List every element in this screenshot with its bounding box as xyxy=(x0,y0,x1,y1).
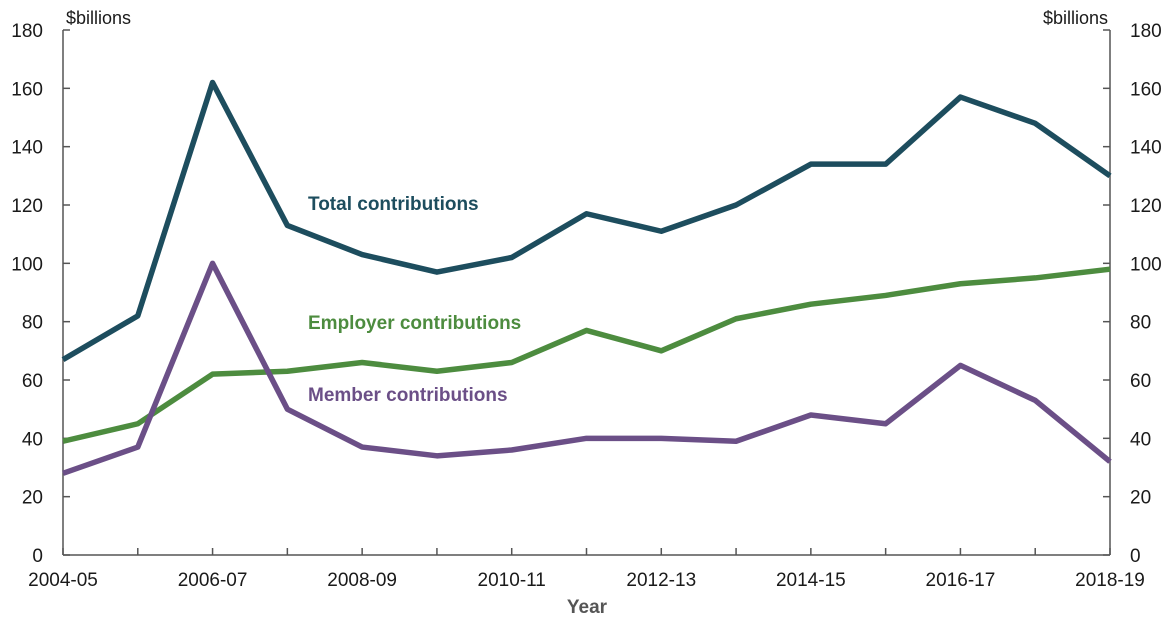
left-y-tick-label: 140 xyxy=(11,138,43,159)
x-tick-label: 2018-19 xyxy=(1075,570,1145,591)
right-y-tick-label: 180 xyxy=(1130,21,1162,42)
employer-contributions-label: Employer contributions xyxy=(308,313,521,334)
left-y-tick-label: 160 xyxy=(11,79,43,100)
x-tick-label: 2004-05 xyxy=(28,570,98,591)
left-y-tick-label: 180 xyxy=(11,21,43,42)
series-lines xyxy=(61,79,1112,476)
left-y-tick-label: 80 xyxy=(22,313,43,334)
right-y-tick-label: 20 xyxy=(1130,488,1151,509)
x-tick-label: 2014-15 xyxy=(776,570,846,591)
right-unit-label: $billions xyxy=(1043,8,1108,28)
left-y-tick-label: 120 xyxy=(11,196,43,217)
series-labels: Total contributions Employer contribution… xyxy=(308,194,521,406)
left-y-tick-label: 60 xyxy=(22,371,43,392)
right-y-tick-label: 160 xyxy=(1130,79,1162,100)
right-y-tick-label: 100 xyxy=(1130,254,1162,275)
right-y-tick-label: 40 xyxy=(1130,429,1151,450)
x-tick-label: 2006-07 xyxy=(178,570,248,591)
right-y-tick-label: 60 xyxy=(1130,371,1151,392)
right-y-tick-label: 120 xyxy=(1130,196,1162,217)
left-y-tick-label: 100 xyxy=(11,254,43,275)
right-y-tick-label: 0 xyxy=(1130,546,1141,567)
total-contributions-label: Total contributions xyxy=(308,194,479,215)
member-contributions-line xyxy=(62,260,1112,476)
right-y-tick-label: 80 xyxy=(1130,313,1151,334)
left-y-tick-label: 20 xyxy=(22,488,43,509)
member-contributions-label: Member contributions xyxy=(308,385,508,406)
x-tick-label: 2012-13 xyxy=(626,570,696,591)
total-contributions-line xyxy=(61,79,1112,362)
employer-contributions-line xyxy=(62,266,1111,444)
left-unit-label: $billions xyxy=(66,8,131,28)
x-tick-label: 2016-17 xyxy=(926,570,996,591)
left-y-tick-label: 40 xyxy=(22,429,43,450)
x-axis-title: Year xyxy=(567,597,608,618)
x-tick-label: 2008-09 xyxy=(327,570,397,591)
left-y-tick-label: 0 xyxy=(32,546,43,567)
axes: 0 0 20 20 40 40 60 60 80 80 100 100 120 120 140 140 160 1… xyxy=(11,21,1161,591)
x-tick-label: 2010-11 xyxy=(478,570,546,591)
right-y-tick-label: 140 xyxy=(1130,138,1162,159)
